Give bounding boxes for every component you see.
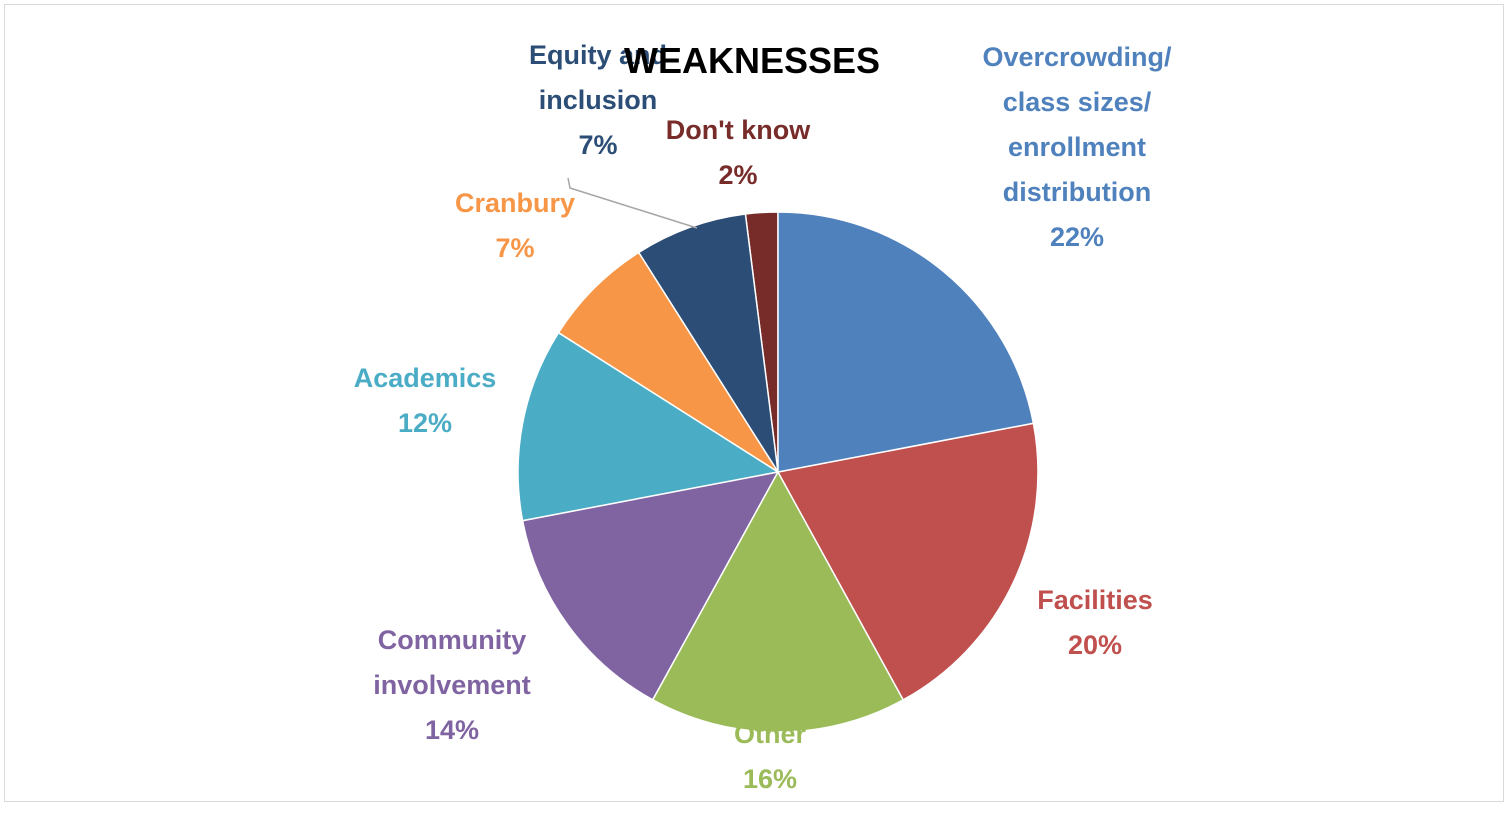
pie-slice — [777, 211, 1035, 473]
category-label: Cranbury — [454, 188, 576, 218]
pie-slice — [651, 470, 905, 733]
data-label: Overcrowding/ class sizes/ enrollment di… — [947, 35, 1207, 260]
value-label: 22% — [1049, 222, 1105, 252]
data-label: Facilities 20% — [985, 578, 1205, 668]
value-label: 14% — [424, 715, 480, 745]
category-label: Academics — [353, 363, 497, 393]
pie-slice — [637, 213, 779, 473]
category-label: Community involvement — [373, 625, 531, 700]
category-label: Overcrowding/ class sizes/ enrollment di… — [982, 42, 1172, 207]
data-label: Other 16% — [670, 712, 870, 802]
leader-line — [567, 177, 698, 229]
pie-slice — [776, 422, 1039, 701]
pie-slice — [557, 251, 779, 473]
value-label: 12% — [397, 408, 453, 438]
data-label: Cranbury 7% — [415, 181, 615, 271]
value-label: 2% — [718, 160, 758, 190]
value-label: 7% — [578, 130, 618, 160]
data-label: Don't know 2% — [623, 108, 853, 198]
pie-slice — [521, 470, 780, 701]
data-label: Equity and inclusion 7% — [503, 33, 693, 168]
category-label: Equity and inclusion — [528, 40, 667, 115]
chart-border — [4, 4, 1504, 802]
category-label: Don't know — [665, 115, 811, 145]
category-label: Facilities — [1037, 585, 1153, 615]
category-label: Other — [733, 719, 806, 749]
value-label: 16% — [742, 764, 798, 794]
data-label: Academics 12% — [315, 356, 535, 446]
chart-title: WEAKNESSES — [623, 40, 881, 81]
value-label: 20% — [1067, 630, 1123, 660]
pie-slice — [517, 331, 781, 522]
value-label: 7% — [495, 233, 535, 263]
data-label: Community involvement 14% — [337, 618, 567, 753]
